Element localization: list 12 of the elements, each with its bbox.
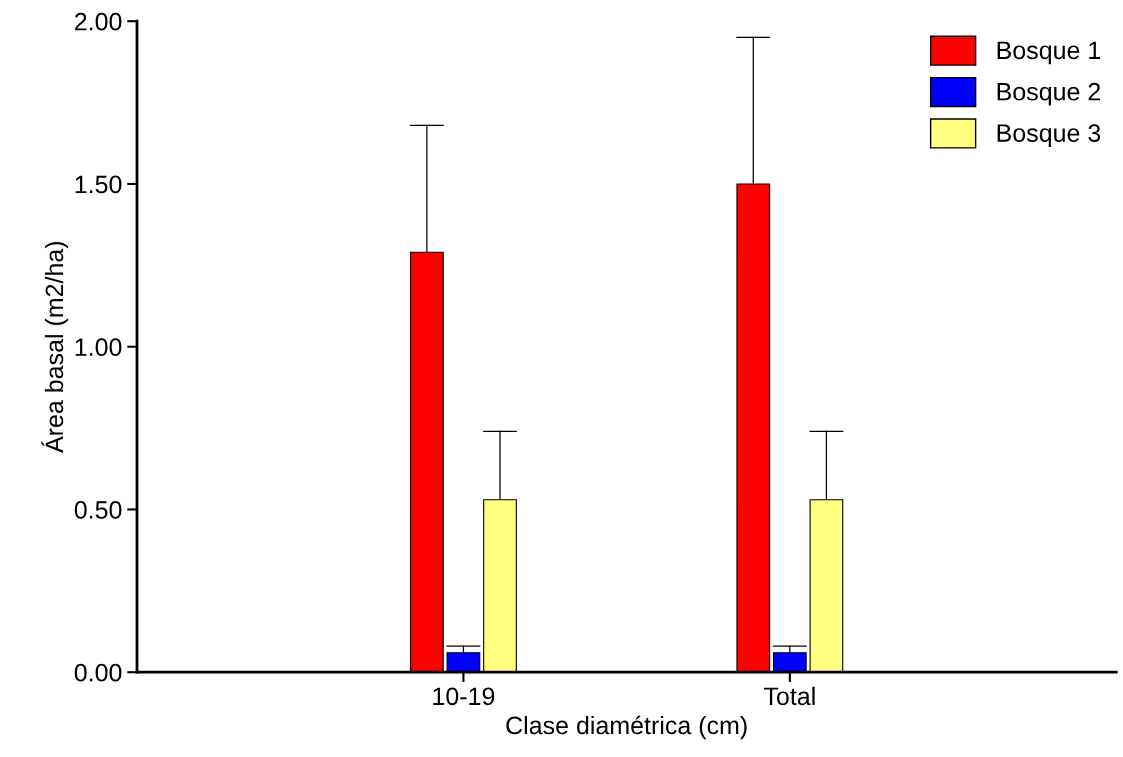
legend-label: Bosque 3 <box>997 124 1101 147</box>
y-tick-label: 1.50 <box>75 175 122 194</box>
x-axis-title: Clase diamétrica (cm) <box>506 715 747 740</box>
y-tick-label: 0.50 <box>74 501 122 519</box>
x-tick-label: 10-19 <box>433 687 495 706</box>
y-axis-title: Área basal (m2/ha) <box>41 241 69 453</box>
y-tick-label: 1.00 <box>75 338 122 357</box>
y-tick-label: 2.00 <box>75 12 122 31</box>
legend-label: Bosque 1 <box>997 41 1101 65</box>
legend-label: Bosque 2 <box>997 82 1101 106</box>
x-tick-label: Total <box>764 686 815 706</box>
y-tick-label: 0.00 <box>74 663 122 682</box>
